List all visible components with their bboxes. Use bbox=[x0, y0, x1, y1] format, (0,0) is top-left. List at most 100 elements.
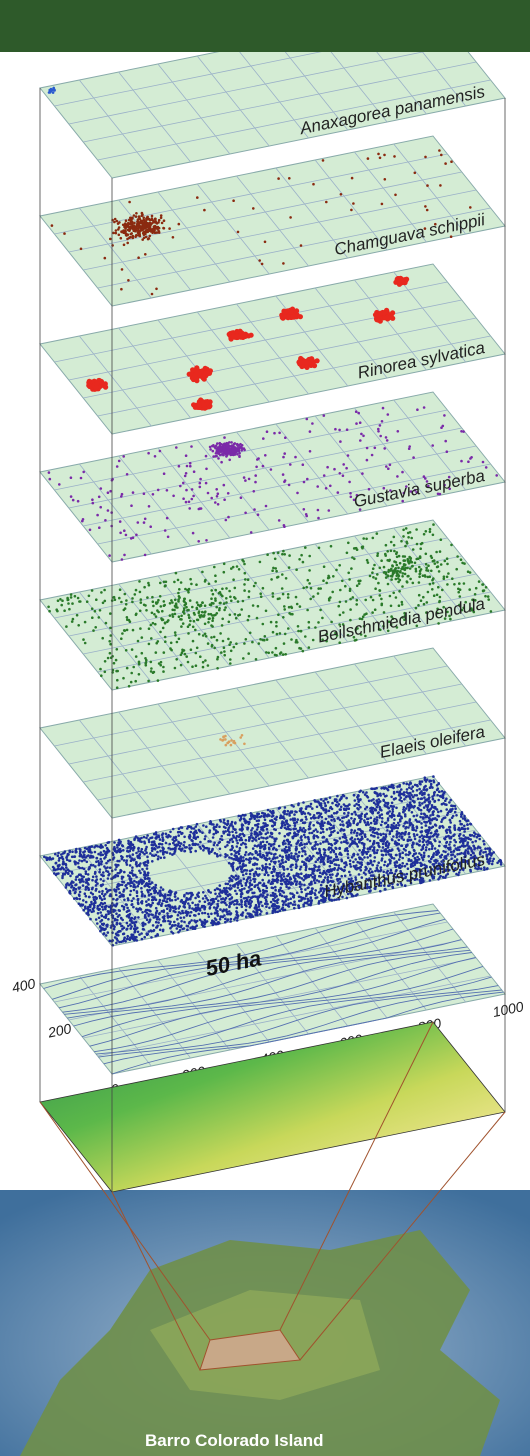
tree-dot bbox=[229, 662, 232, 665]
tree-dot bbox=[306, 578, 310, 582]
tree-dot bbox=[226, 822, 230, 825]
tree-dot bbox=[432, 594, 436, 597]
tree-dot bbox=[248, 631, 252, 635]
tree-dot bbox=[192, 470, 196, 474]
tree-dot bbox=[420, 826, 424, 829]
tree-dot bbox=[147, 583, 151, 587]
tree-dot bbox=[129, 227, 133, 230]
tree-dot bbox=[381, 310, 387, 316]
tree-dot bbox=[61, 876, 64, 880]
tree-dot bbox=[336, 872, 340, 875]
tree-dot bbox=[177, 591, 180, 595]
tree-dot bbox=[141, 868, 144, 871]
tree-dot bbox=[281, 824, 284, 828]
tree-dot bbox=[305, 417, 309, 421]
tree-dot bbox=[390, 310, 396, 316]
tree-dot bbox=[375, 851, 379, 855]
tree-dot bbox=[236, 230, 240, 234]
tree-dot bbox=[323, 876, 327, 879]
tree-dot bbox=[264, 898, 268, 902]
tree-dot bbox=[444, 439, 448, 443]
tree-dot bbox=[311, 638, 315, 642]
tree-dot bbox=[185, 605, 188, 609]
tree-dot bbox=[440, 802, 444, 806]
tree-dot bbox=[177, 600, 180, 603]
tree-dot bbox=[437, 585, 440, 589]
tree-dot bbox=[126, 241, 129, 245]
tree-dot bbox=[415, 528, 418, 531]
tree-dot bbox=[366, 856, 370, 859]
tree-dot bbox=[461, 561, 464, 565]
tree-dot bbox=[171, 853, 174, 856]
tree-dot bbox=[196, 402, 202, 408]
tree-dot bbox=[329, 850, 333, 854]
tree-dot bbox=[104, 887, 108, 891]
tree-dot bbox=[425, 566, 429, 570]
tree-dot bbox=[91, 498, 94, 502]
tree-dot bbox=[400, 567, 404, 571]
tree-dot bbox=[99, 857, 102, 861]
tree-dot bbox=[205, 539, 208, 542]
tree-dot bbox=[355, 422, 358, 425]
tree-dot bbox=[73, 897, 76, 900]
tree-dot bbox=[78, 890, 82, 894]
tree-dot bbox=[71, 498, 75, 502]
tree-dot bbox=[288, 177, 291, 180]
tree-dot bbox=[159, 214, 163, 217]
tree-dot bbox=[135, 612, 138, 616]
tree-dot bbox=[408, 567, 412, 570]
tree-dot bbox=[103, 670, 107, 674]
tree-dot bbox=[447, 572, 450, 575]
tree-dot bbox=[159, 216, 163, 220]
tree-dot bbox=[156, 679, 160, 682]
tree-dot bbox=[283, 826, 287, 830]
tree-dot bbox=[363, 856, 366, 859]
tree-dot bbox=[188, 847, 191, 850]
tree-dot bbox=[395, 806, 398, 810]
tree-dot bbox=[370, 799, 373, 802]
tree-dot bbox=[164, 640, 167, 643]
tree-dot bbox=[259, 912, 262, 916]
tree-dot bbox=[207, 582, 211, 586]
tree-dot bbox=[232, 645, 236, 649]
tree-dot bbox=[179, 484, 182, 488]
tree-dot bbox=[376, 552, 380, 555]
tree-dot bbox=[294, 455, 297, 459]
tree-dot bbox=[410, 536, 414, 540]
tree-dot bbox=[319, 587, 323, 590]
tree-dot bbox=[156, 609, 159, 612]
tree-dot bbox=[171, 608, 174, 612]
tree-dot bbox=[282, 875, 286, 878]
tree-dot bbox=[316, 592, 320, 595]
tree-dot bbox=[301, 463, 305, 467]
tree-dot bbox=[163, 529, 167, 532]
tree-dot bbox=[411, 548, 415, 551]
tree-dot bbox=[449, 798, 453, 802]
tree-dot bbox=[109, 626, 112, 630]
tree-dot bbox=[230, 453, 233, 457]
tree-dot bbox=[243, 589, 246, 592]
grid-line bbox=[78, 591, 152, 683]
tree-dot bbox=[219, 854, 222, 857]
tree-dot bbox=[466, 570, 470, 573]
tree-dot bbox=[149, 852, 152, 855]
tree-dot bbox=[175, 927, 179, 930]
tree-dot bbox=[272, 566, 275, 570]
tree-dot bbox=[90, 851, 93, 854]
tree-dot bbox=[68, 859, 72, 863]
tree-dot bbox=[462, 430, 465, 433]
tree-dot bbox=[326, 860, 330, 863]
tree-dot bbox=[235, 839, 238, 842]
grid-line bbox=[275, 167, 349, 259]
tree-dot bbox=[404, 827, 407, 830]
tree-dot bbox=[226, 833, 230, 836]
tree-dot bbox=[354, 813, 358, 816]
tree-dot bbox=[411, 799, 415, 803]
tree-dot bbox=[159, 630, 162, 634]
tree-dot bbox=[201, 601, 204, 604]
tree-dot bbox=[90, 589, 94, 592]
tree-dot bbox=[338, 613, 342, 617]
tree-dot bbox=[242, 657, 245, 660]
tree-dot bbox=[242, 834, 246, 838]
tree-dot bbox=[486, 847, 490, 850]
